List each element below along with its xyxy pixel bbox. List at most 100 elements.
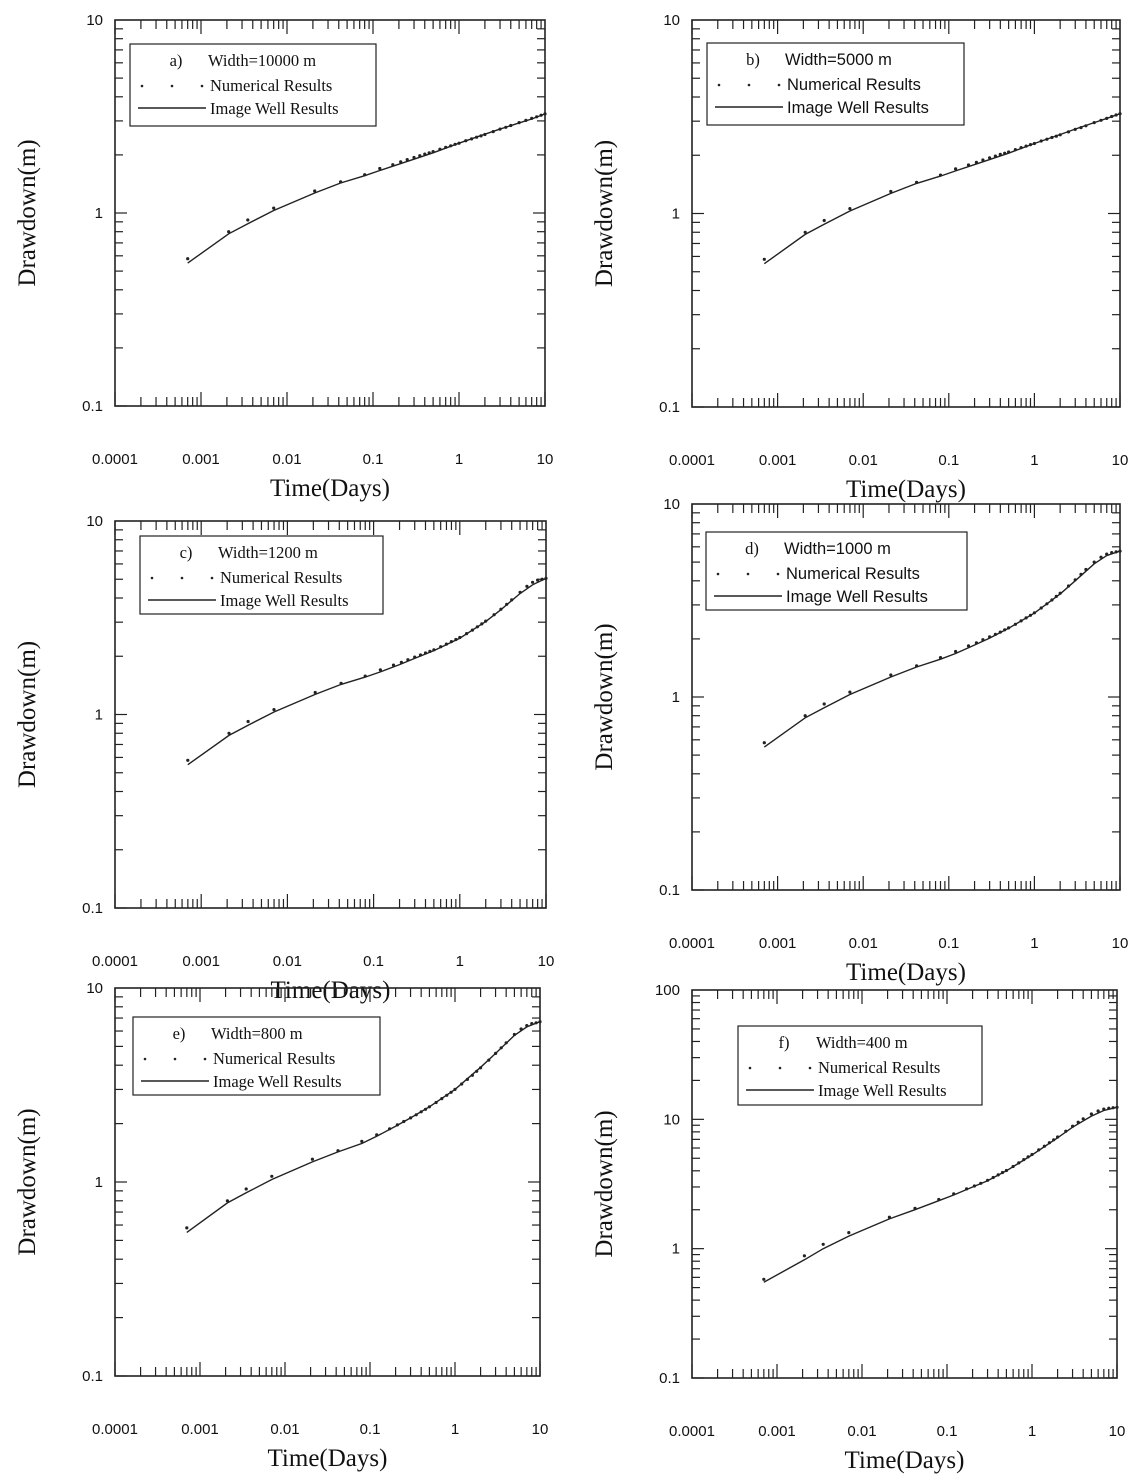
chart-panel-d: 0.0001 0.001 0.01 0.1 1 10 0.1 1 10 Time(Days) Dra… bbox=[591, 496, 1128, 986]
width-label: Width=1000 m bbox=[784, 540, 891, 558]
panel-label: f) bbox=[779, 1033, 790, 1052]
data-point bbox=[227, 230, 231, 234]
data-point bbox=[313, 189, 317, 193]
data-point bbox=[186, 758, 190, 762]
legend-entry-image-well: Image Well Results bbox=[220, 591, 349, 610]
legend: d) Width=1000 m Numerical Results Image Wel… bbox=[705, 531, 968, 611]
x-tick-label: 0.1 bbox=[937, 1423, 958, 1440]
legend-entry-numerical: Numerical Results bbox=[210, 76, 332, 95]
x-tick-label: 0.0001 bbox=[669, 935, 715, 952]
legend-box bbox=[132, 1016, 381, 1096]
y-axis-title: Drawdown(m) bbox=[14, 139, 41, 286]
y-tick-label: 10 bbox=[86, 513, 103, 530]
x-tick-label: 0.01 bbox=[847, 1423, 876, 1440]
x-axis-title: Time(Days) bbox=[846, 959, 966, 986]
width-label: Width=1200 m bbox=[218, 543, 318, 562]
series-dots-numerical bbox=[762, 112, 1122, 261]
legend-entry-numerical: Numerical Results bbox=[786, 565, 920, 583]
legend: b) Width=5000 m Numerical Results Image Wel… bbox=[706, 42, 965, 126]
x-tick-label: 10 bbox=[537, 451, 554, 468]
legend-dots-sample bbox=[143, 1057, 207, 1061]
data-point bbox=[185, 1226, 189, 1230]
legend-dots-sample bbox=[717, 83, 781, 87]
x-tick-label: 0.01 bbox=[849, 452, 878, 469]
data-point bbox=[822, 702, 826, 706]
legend-entry-numerical: Numerical Results bbox=[818, 1058, 940, 1077]
legend-dots-sample bbox=[716, 572, 780, 576]
y-tick-label: 1 bbox=[672, 206, 680, 223]
x-tick-label: 0.01 bbox=[270, 1421, 299, 1438]
width-label: Width=10000 m bbox=[208, 51, 316, 70]
y-tick-label: 0.1 bbox=[82, 1368, 103, 1385]
data-point bbox=[1089, 1112, 1093, 1116]
x-tick-label: 1 bbox=[455, 451, 463, 468]
legend: c) Width=1200 m Numerical Results Image Wel… bbox=[139, 535, 384, 615]
plot-frame bbox=[691, 989, 1118, 1379]
y-axis-title: Drawdown(m) bbox=[14, 641, 41, 788]
panel-label: c) bbox=[180, 543, 193, 562]
y-tick-label: 10 bbox=[663, 12, 680, 29]
legend-box bbox=[705, 531, 968, 611]
x-tick-label: 0.0001 bbox=[92, 1421, 138, 1438]
x-tick-label: 10 bbox=[1109, 1423, 1126, 1440]
x-tick-label: 0.1 bbox=[363, 953, 384, 970]
legend-entry-numerical: Numerical Results bbox=[213, 1049, 335, 1068]
y-tick-label: 1 bbox=[672, 689, 680, 706]
legend-box bbox=[139, 535, 384, 615]
x-tick-label: 0.1 bbox=[938, 935, 959, 952]
chart-panel-f: 0.0001 0.001 0.01 0.1 1 10 0.1 1 10 100 Time(Days)… bbox=[591, 982, 1125, 1474]
series-line-image-well bbox=[187, 113, 546, 264]
x-tick-label: 1 bbox=[456, 953, 464, 970]
x-tick-label: 0.1 bbox=[363, 451, 384, 468]
y-axis-title: Drawdown(m) bbox=[591, 623, 618, 770]
y-tick-label: 1 bbox=[672, 1241, 680, 1258]
legend: e) Width=800 m Numerical Results Image Well… bbox=[132, 1016, 381, 1096]
data-point bbox=[889, 673, 893, 677]
data-point bbox=[313, 690, 317, 695]
x-axis-title: Time(Days) bbox=[845, 1447, 965, 1474]
x-tick-label: 0.0001 bbox=[669, 452, 715, 469]
data-point bbox=[536, 578, 540, 582]
x-tick-label: 0.01 bbox=[273, 953, 302, 970]
x-tick-label: 0.01 bbox=[849, 935, 878, 952]
series-line-image-well bbox=[187, 577, 547, 766]
chart-panel-b: 0.0001 0.001 0.01 0.1 1 10 0.1 1 10 Time(Days) Dra… bbox=[591, 12, 1128, 503]
data-point bbox=[186, 257, 190, 261]
x-tick-label: 0.1 bbox=[938, 452, 959, 469]
x-axis-title: Time(Days) bbox=[268, 1445, 388, 1472]
data-point bbox=[847, 1231, 851, 1235]
y-tick-label: 100 bbox=[655, 982, 680, 999]
chart-panel-c: 0.0001 0.001 0.01 0.1 1 10 0.1 1 10 Time(Days) Dra… bbox=[14, 513, 554, 1004]
axis-ticks bbox=[114, 20, 546, 407]
x-axis-title: Time(Days) bbox=[271, 977, 391, 1004]
y-tick-label: 1 bbox=[95, 205, 103, 222]
y-tick-label: 0.1 bbox=[659, 882, 680, 899]
x-tick-label: 1 bbox=[451, 1421, 459, 1438]
width-label: Width=400 m bbox=[816, 1033, 908, 1052]
legend-entry-image-well: Image Well Results bbox=[818, 1081, 947, 1100]
data-point bbox=[1081, 1117, 1085, 1121]
x-tick-label: 0.001 bbox=[759, 452, 797, 469]
data-point bbox=[762, 741, 766, 745]
series-line-image-well bbox=[763, 550, 1121, 748]
axis-ticks bbox=[691, 20, 1121, 408]
panel-label: b) bbox=[746, 50, 760, 69]
legend-dots-sample bbox=[748, 1066, 812, 1070]
data-point bbox=[246, 719, 250, 724]
x-tick-label: 0.0001 bbox=[92, 451, 138, 468]
legend-box bbox=[737, 1025, 983, 1106]
x-tick-label: 0.0001 bbox=[92, 953, 138, 970]
legend-box bbox=[706, 42, 965, 126]
x-tick-label: 10 bbox=[1112, 452, 1129, 469]
legend-entry-image-well: Image Well Results bbox=[210, 99, 339, 118]
y-tick-label: 10 bbox=[86, 12, 103, 29]
y-tick-label: 0.1 bbox=[659, 1370, 680, 1387]
y-tick-label: 1 bbox=[95, 707, 103, 724]
x-tick-label: 10 bbox=[1112, 935, 1129, 952]
data-point bbox=[889, 189, 893, 194]
y-tick-label: 1 bbox=[95, 1174, 103, 1191]
chart-panel-a: 0.0001 0.001 0.01 0.1 1 10 0.1 1 10 Time(Days) Dra… bbox=[14, 12, 553, 502]
data-point bbox=[762, 257, 766, 261]
x-tick-label: 0.01 bbox=[272, 451, 301, 468]
